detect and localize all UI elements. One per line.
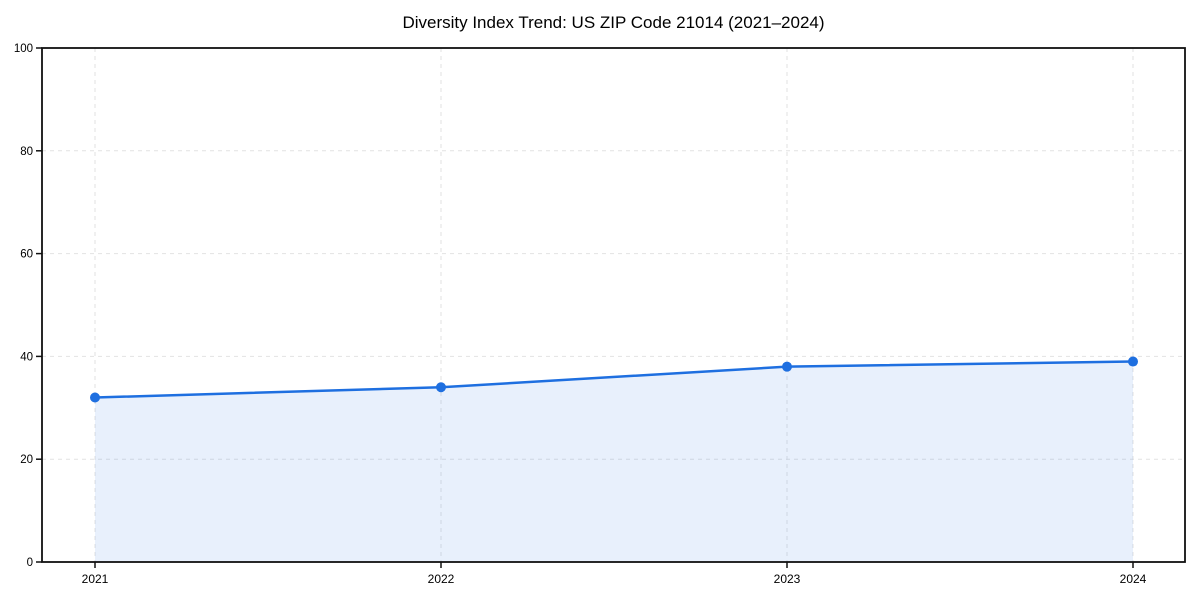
y-tick-label-100: 100 bbox=[14, 43, 33, 55]
chart-title: Diversity Index Trend: US ZIP Code 21014… bbox=[402, 13, 825, 32]
plot-border bbox=[41, 47, 1186, 563]
x-tick-label-2021: 2021 bbox=[82, 572, 109, 586]
data-point-2024 bbox=[1128, 356, 1138, 367]
data-point-2022 bbox=[436, 382, 446, 393]
trend-line bbox=[93, 360, 1135, 399]
x-tick-label-2023: 2023 bbox=[774, 572, 801, 586]
data-point-2021 bbox=[90, 392, 100, 403]
y-tick-label-80: 80 bbox=[20, 146, 33, 158]
x-tick-label-2022: 2022 bbox=[428, 572, 455, 586]
x-tick-label-2024: 2024 bbox=[1120, 572, 1147, 586]
y-tick-label-60: 60 bbox=[20, 249, 33, 261]
area-fill bbox=[95, 361, 1133, 562]
y-tick-label-0: 0 bbox=[27, 557, 33, 569]
data-point-2023 bbox=[782, 361, 792, 372]
y-tick-label-20: 20 bbox=[20, 454, 33, 466]
y-tick-label-40: 40 bbox=[20, 351, 33, 363]
